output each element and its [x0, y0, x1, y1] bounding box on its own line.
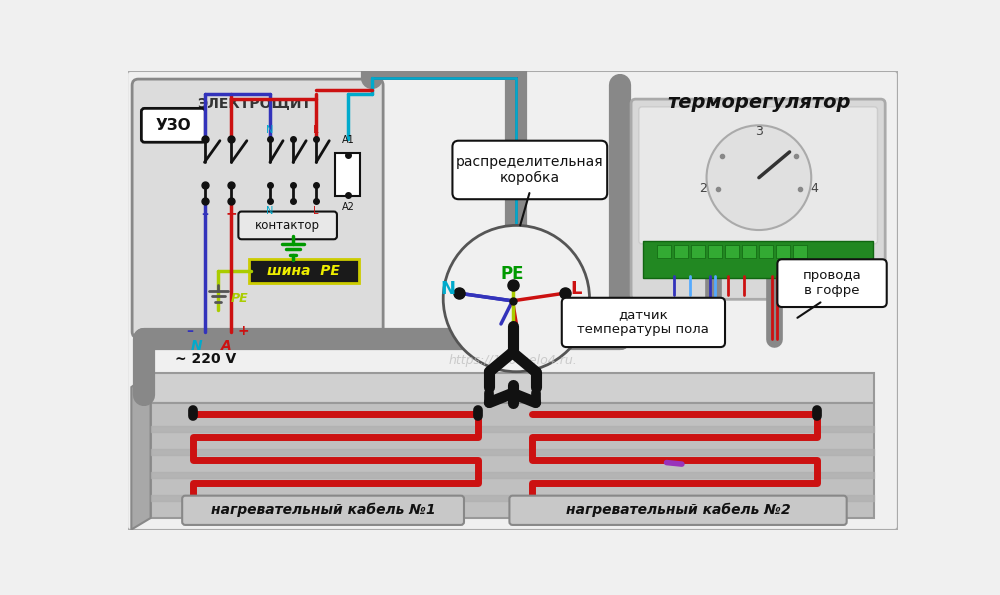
Text: нагревательный кабель №2: нагревательный кабель №2	[566, 503, 790, 518]
Text: https://100melo4.ru.: https://100melo4.ru.	[448, 353, 577, 367]
Text: A2: A2	[342, 202, 354, 212]
Text: L: L	[313, 124, 319, 134]
Polygon shape	[131, 373, 151, 530]
FancyBboxPatch shape	[127, 71, 898, 530]
Text: нагревательный кабель №1: нагревательный кабель №1	[211, 503, 435, 518]
FancyBboxPatch shape	[691, 245, 705, 258]
FancyBboxPatch shape	[759, 245, 773, 258]
Text: контактор: контактор	[255, 219, 320, 232]
FancyBboxPatch shape	[777, 259, 887, 307]
FancyBboxPatch shape	[238, 212, 337, 239]
Circle shape	[443, 226, 590, 372]
Text: L: L	[570, 280, 581, 298]
Text: N: N	[191, 339, 203, 353]
Text: датчик
температуры пола: датчик температуры пола	[577, 308, 709, 336]
Text: терморегулятор: терморегулятор	[667, 93, 851, 112]
FancyBboxPatch shape	[132, 79, 383, 338]
Text: –: –	[201, 207, 208, 221]
Text: +: +	[238, 324, 249, 338]
FancyBboxPatch shape	[141, 108, 205, 142]
Text: N: N	[266, 124, 274, 134]
Text: N: N	[266, 206, 274, 216]
Text: шина  PE: шина PE	[267, 264, 340, 278]
Text: ЭЛЕКТРОЩИТ: ЭЛЕКТРОЩИТ	[197, 96, 312, 110]
Text: +: +	[226, 207, 237, 221]
Text: A: A	[221, 339, 231, 353]
Text: –: –	[186, 324, 193, 338]
Circle shape	[707, 126, 811, 230]
FancyBboxPatch shape	[335, 153, 360, 196]
Text: 3: 3	[755, 125, 763, 138]
FancyBboxPatch shape	[708, 245, 722, 258]
Text: A1: A1	[342, 134, 354, 145]
Text: УЗО: УЗО	[156, 118, 192, 133]
Text: распределительная
коробка: распределительная коробка	[456, 155, 603, 185]
Text: L: L	[313, 206, 319, 216]
FancyBboxPatch shape	[643, 241, 873, 278]
Text: 4: 4	[810, 182, 818, 195]
FancyBboxPatch shape	[725, 245, 739, 258]
FancyBboxPatch shape	[562, 298, 725, 347]
Text: N: N	[440, 280, 455, 298]
Polygon shape	[151, 402, 874, 518]
FancyBboxPatch shape	[657, 245, 671, 258]
Text: провода
в гофре: провода в гофре	[803, 269, 861, 297]
FancyBboxPatch shape	[776, 245, 790, 258]
FancyBboxPatch shape	[631, 99, 885, 299]
FancyBboxPatch shape	[452, 140, 607, 199]
FancyBboxPatch shape	[509, 496, 847, 525]
Text: ~ 220 V: ~ 220 V	[175, 352, 236, 366]
FancyBboxPatch shape	[639, 107, 877, 244]
FancyBboxPatch shape	[742, 245, 756, 258]
FancyBboxPatch shape	[793, 245, 807, 258]
FancyBboxPatch shape	[249, 258, 358, 283]
Polygon shape	[151, 373, 874, 402]
Text: PE: PE	[501, 265, 524, 283]
FancyBboxPatch shape	[674, 245, 688, 258]
Text: 2: 2	[700, 182, 707, 195]
FancyBboxPatch shape	[182, 496, 464, 525]
Text: PE: PE	[231, 292, 248, 305]
